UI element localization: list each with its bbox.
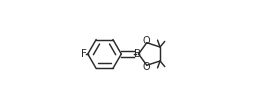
Text: O: O [142, 36, 150, 46]
Text: B: B [134, 49, 141, 59]
Text: O: O [142, 62, 150, 72]
Text: F: F [80, 49, 86, 59]
